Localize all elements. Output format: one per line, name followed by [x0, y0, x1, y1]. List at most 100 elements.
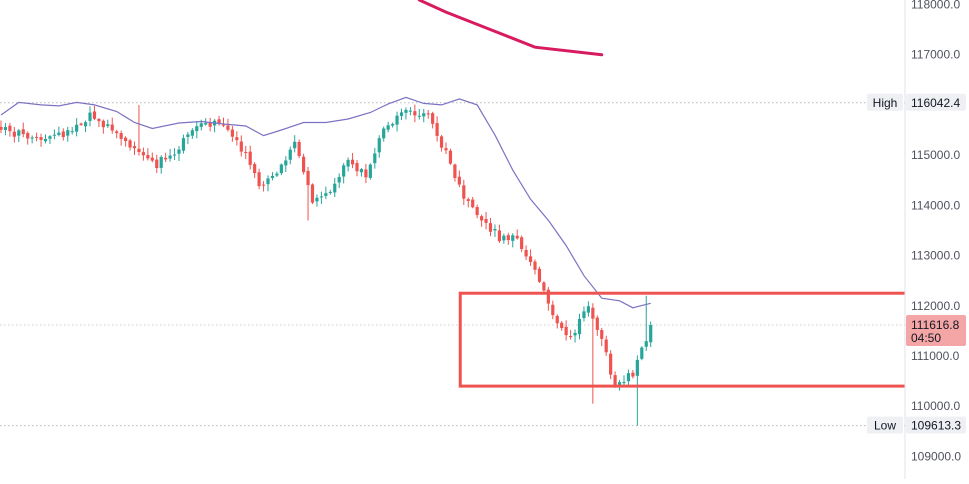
candle	[30, 135, 34, 144]
candle	[631, 369, 635, 379]
y-tick-label: 117000.0	[911, 48, 960, 62]
y-tick-label: 110000.0	[911, 399, 960, 413]
candle	[141, 147, 145, 161]
candle-body	[462, 185, 466, 199]
candle-body	[350, 159, 355, 165]
candle-body	[413, 111, 417, 116]
low-value-tag	[906, 416, 966, 434]
candle-body	[293, 141, 297, 149]
candle	[555, 314, 559, 329]
candle	[97, 117, 101, 128]
candle	[306, 166, 310, 221]
candle	[168, 148, 172, 162]
candle	[35, 132, 39, 142]
candle	[471, 196, 475, 209]
candle-body	[12, 131, 16, 137]
bar-countdown: 04:50	[911, 331, 941, 345]
candle-body	[195, 126, 199, 132]
candle-body	[399, 112, 404, 116]
candle	[8, 122, 12, 137]
moving-average-line	[417, 0, 604, 57]
candle-body	[110, 124, 114, 131]
candle-body	[235, 137, 239, 141]
candle-body	[404, 109, 408, 113]
candle	[417, 108, 421, 120]
candle	[635, 355, 639, 426]
candle	[119, 130, 123, 146]
candle-body	[128, 140, 132, 148]
candle-body	[190, 130, 194, 136]
candle	[48, 135, 52, 144]
candle-body	[61, 131, 65, 138]
candles-layer	[0, 102, 905, 427]
candle	[110, 117, 114, 134]
low-value: 109613.3	[911, 419, 961, 433]
candle-body	[21, 129, 25, 135]
candle-body	[484, 218, 488, 223]
candle-body	[577, 318, 582, 335]
low-label: Low	[874, 419, 896, 433]
candle-body	[533, 261, 537, 270]
candle	[221, 117, 226, 128]
candle	[431, 111, 435, 129]
candle-body	[600, 330, 604, 339]
candle	[75, 118, 79, 137]
low-tag	[867, 416, 903, 434]
candle	[551, 300, 555, 320]
y-tick-label: 112000.0	[911, 299, 960, 313]
candle	[542, 281, 546, 292]
candle	[181, 134, 186, 154]
high-value-tag	[906, 93, 966, 111]
candle-body	[257, 172, 261, 187]
candle-body	[137, 148, 141, 153]
candle	[480, 214, 484, 227]
candle-body	[582, 311, 586, 319]
candle	[609, 350, 613, 380]
candle-body	[248, 151, 252, 165]
high-value: 116042.4	[911, 96, 960, 110]
candle	[190, 128, 194, 139]
candle-body	[542, 282, 546, 291]
candle	[270, 172, 275, 181]
candle-body	[124, 137, 128, 142]
candle	[3, 122, 8, 136]
candle-body	[221, 124, 226, 126]
candle	[253, 162, 257, 178]
candle	[132, 141, 137, 156]
candle-body	[48, 136, 52, 139]
candle-body	[422, 113, 426, 117]
zone-layer	[458, 291, 912, 388]
candle	[373, 147, 377, 169]
candle-body	[92, 111, 97, 119]
candle	[533, 259, 537, 275]
candle-body	[279, 164, 283, 174]
candle-body	[8, 125, 12, 132]
candle	[257, 168, 261, 190]
candle-body	[52, 134, 56, 136]
price-axis[interactable]: 118000.0117000.0116000.0115000.0114000.0…	[867, 0, 969, 479]
candle-body	[0, 126, 3, 130]
y-tick-label: 109000.0	[911, 449, 961, 463]
envelope-line	[0, 96, 651, 309]
candle-body	[448, 150, 453, 164]
last-price-tag	[906, 315, 966, 347]
candle-body	[141, 152, 145, 156]
candle-body	[35, 136, 39, 138]
candle	[328, 189, 332, 195]
candle	[0, 120, 3, 134]
candle-body	[617, 382, 622, 385]
candle-body	[270, 175, 275, 179]
candle-body	[595, 317, 599, 330]
candle	[310, 183, 315, 205]
candle-body	[382, 128, 386, 139]
y-tick-label: 111000.0	[911, 349, 960, 363]
y-tick-label: 118000.0	[911, 0, 960, 12]
candle	[337, 173, 341, 189]
y-tick-label: 115000.0	[911, 148, 960, 162]
candle-body	[266, 178, 270, 185]
candle-body	[435, 123, 439, 136]
candle-body	[555, 315, 559, 324]
support-zone-box[interactable]	[458, 291, 912, 388]
